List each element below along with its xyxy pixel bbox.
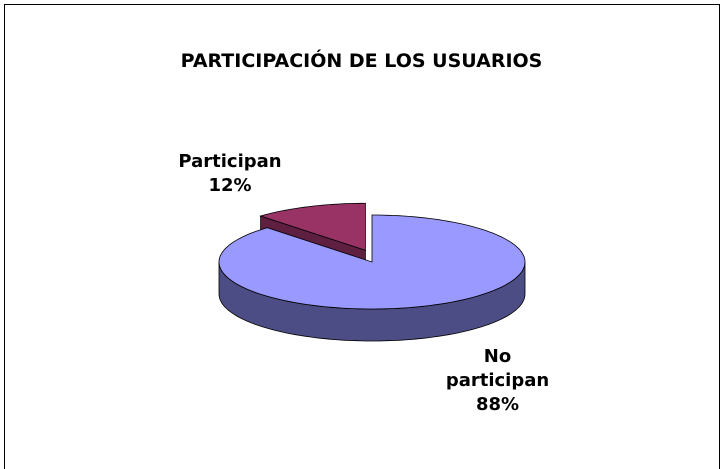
chart-frame — [4, 4, 720, 469]
slice-category: Participan — [178, 151, 282, 172]
slice-label: No participan 88% — [445, 345, 550, 417]
slice-value-label: 12% — [208, 175, 252, 196]
slice — [218, 214, 526, 310]
slice-value-label: 88% — [475, 394, 520, 415]
slice-category: No participan — [445, 346, 550, 391]
slice — [259, 202, 366, 251]
slice-label: Participan 12% — [170, 150, 290, 198]
chart-title: PARTICIPACIÓN DE LOS USUARIOS — [180, 50, 543, 72]
